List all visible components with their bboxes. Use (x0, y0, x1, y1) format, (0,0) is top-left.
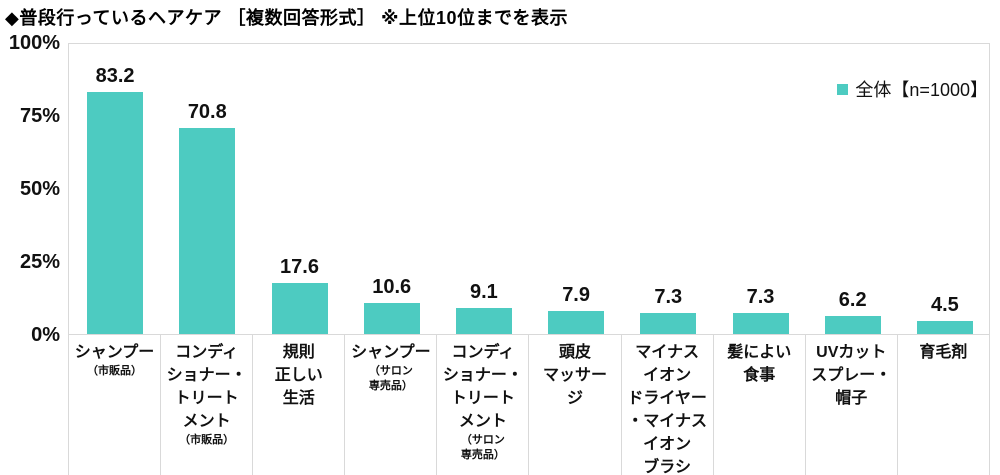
bar (732, 312, 789, 334)
category-main-label: 育毛剤 (919, 344, 968, 361)
category-main-label: コンディ ショナー・ トリート メント (442, 344, 523, 430)
legend-label: 全体【n=1000】 (855, 80, 988, 100)
category-sub-label: （サロン 専売品） (368, 365, 413, 392)
plot-area: 83.2 70.8 17.6 10.6 9.1 7.9 7.3 7.3 6.2 4.5 (68, 43, 990, 335)
legend-swatch-icon (837, 83, 849, 95)
category-label-cell: コンディ ショナー・ トリート メント （市販品） (161, 335, 254, 475)
category-main-label: シャンプー (74, 344, 155, 361)
bar (87, 91, 144, 334)
category-label-cell: マイナス イオン ドライヤー ・マイナス イオン ブラシ (622, 335, 714, 475)
category-label-cell: シャンプー （市販品） (68, 335, 162, 475)
x-axis-labels: シャンプー （市販品） コンディ ショナー・ トリート メント （市販品） 規則 正しい… (68, 335, 990, 475)
bar-value-label: 70.8 (187, 100, 227, 123)
bar-value-label: 10.6 (372, 276, 412, 299)
category-label-cell: コンディ ショナー・ トリート メント （サロン 専売品） (437, 335, 530, 475)
bar-value-label: 4.5 (930, 293, 959, 316)
category-main-label: UVカット スプレー・ 帽子 (811, 344, 892, 407)
category-label-cell: 髪によい 食事 (714, 335, 806, 475)
category-label-cell: 育毛剤 (898, 335, 990, 475)
y-tick-label: 50% (19, 178, 60, 200)
bar-value-label: 6.2 (838, 288, 867, 311)
y-tick-label: 0% (31, 324, 60, 346)
bar-value-label: 83.2 (95, 64, 135, 87)
bar (916, 320, 973, 334)
bar (824, 315, 881, 334)
bar-value-label: 17.6 (280, 255, 319, 278)
bar-value-label: 7.9 (562, 284, 590, 307)
bar (455, 307, 512, 334)
y-tick-label: 100% (8, 32, 60, 54)
category-main-label: マイナス イオン ドライヤー ・マイナス イオン ブラシ (627, 344, 707, 475)
category-label-cell: シャンプー （サロン 専売品） (345, 335, 438, 475)
legend: 全体【n=1000】 (837, 76, 988, 102)
category-sub-label: （市販品） (87, 365, 143, 377)
category-sub-label: （市販品） (179, 434, 235, 446)
category-label-cell: 規則 正しい 生活 (253, 335, 346, 475)
y-tick-label: 25% (19, 251, 60, 273)
bar (640, 312, 697, 334)
bar (548, 311, 605, 334)
bar (271, 282, 328, 334)
category-main-label: コンディ ショナー・ トリート メント (166, 344, 247, 430)
bar (179, 127, 236, 334)
chart-title: ◆普段行っているヘアケア ［複数回答形式］ ※上位10位までを表示 (5, 8, 568, 28)
bar-value-label: 9.1 (469, 280, 498, 303)
category-label-cell: 頭皮 マッサー ジ (529, 335, 622, 475)
bar-value-label: 7.3 (746, 285, 775, 308)
category-main-label: シャンプー (351, 344, 431, 361)
category-main-label: 規則 正しい 生活 (274, 344, 323, 407)
category-main-label: 髪によい 食事 (727, 344, 792, 384)
category-sub-label: （サロン 専売品） (460, 434, 505, 461)
category-main-label: 頭皮 マッサー ジ (543, 344, 608, 407)
category-label-cell: UVカット スプレー・ 帽子 (806, 335, 898, 475)
y-tick-label: 75% (19, 105, 60, 127)
bar-value-label: 7.3 (654, 285, 683, 308)
bar (363, 303, 420, 334)
